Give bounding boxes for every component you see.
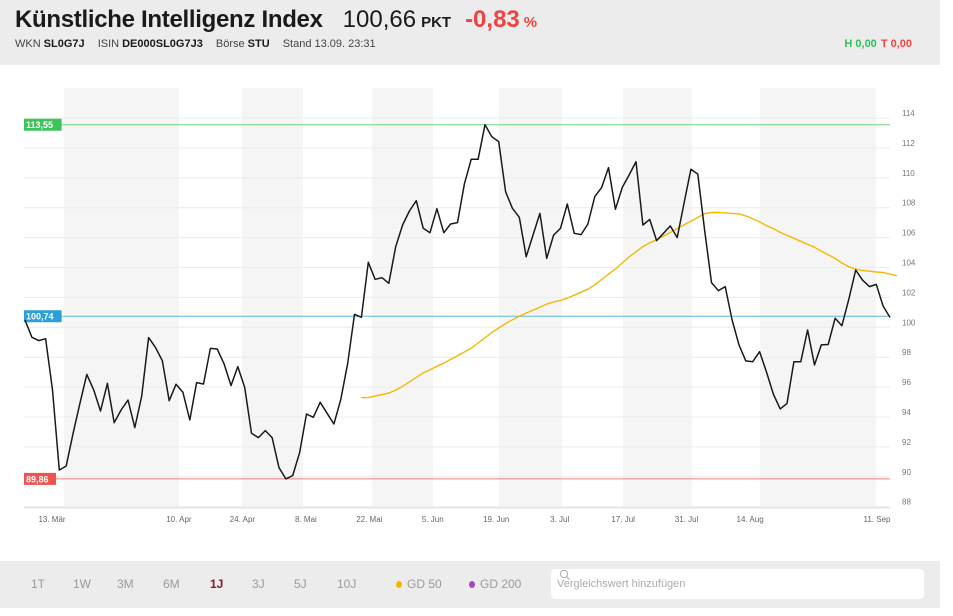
reference-label: 89,86: [26, 474, 49, 484]
range-tab-5j[interactable]: 5J: [294, 577, 307, 591]
period-band: [760, 88, 876, 508]
x-tick-label: 14. Aug: [737, 515, 764, 524]
price-line: [24, 123, 891, 480]
day-low: T 0,00: [880, 38, 912, 50]
period-band: [64, 88, 179, 508]
y-tick-label: 100: [902, 318, 916, 327]
reference-label-box: [24, 310, 62, 323]
range-tab-1w[interactable]: 1W: [73, 577, 91, 591]
y-tick-label: 102: [902, 288, 916, 297]
period-band: [372, 88, 433, 508]
compare-search[interactable]: [551, 569, 924, 599]
gd50-line: [361, 211, 898, 399]
stand-timestamp: Stand 13.09. 23:31: [282, 38, 376, 50]
price-chart-svg[interactable]: 114 112 110 108 106 104 102 100 98 96 94 92 90 88 13. …: [0, 65, 940, 561]
y-tick-label: 92: [902, 438, 911, 447]
x-tick-label: 22. Mai: [356, 515, 382, 524]
reference-label: 113,55: [26, 120, 53, 130]
instrument-meta: WKN SL0G7J ISIN DE000SL0G7J3 Börse STU Stan…: [15, 38, 376, 50]
boerse-value: STU: [247, 38, 270, 50]
period-band: [242, 88, 303, 508]
wkn-value: SL0G7J: [43, 38, 85, 50]
range-tab-3j[interactable]: 3J: [252, 577, 265, 591]
x-tick-label: 10. Apr: [166, 515, 192, 524]
indicator-dot-icon: [396, 580, 402, 588]
x-tick-label: 24. Apr: [230, 515, 256, 524]
range-tab-1t[interactable]: 1T: [31, 577, 46, 591]
indicator-label: GD 200: [480, 577, 522, 591]
x-tick-label: 5. Jun: [422, 515, 444, 524]
indicator-label: GD 50: [407, 577, 442, 591]
reference-label-box: [24, 472, 56, 485]
range-tab-6m[interactable]: 6M: [163, 577, 180, 591]
indicator-toggle-gd50[interactable]: GD 50: [396, 577, 442, 591]
price-chart[interactable]: 114 112 110 108 106 104 102 100 98 96 94 92 90 88 13. …: [0, 65, 940, 561]
x-tick-label: 13. Mär: [38, 515, 65, 524]
y-tick-label: 88: [902, 498, 911, 507]
x-tick-label: 3. Jul: [550, 515, 569, 524]
chart-controls: 1T 1W 3M 6M 1J 3J 5J 10J GD 50 GD 200: [0, 561, 940, 608]
y-tick-label: 98: [902, 348, 911, 357]
isin-label: ISIN: [97, 38, 120, 50]
x-tick-label: 8. Mai: [295, 515, 317, 524]
y-tick-label: 108: [902, 199, 916, 208]
period-band: [499, 88, 562, 508]
range-tab-3m[interactable]: 3M: [117, 577, 134, 591]
instrument-header: Künstliche Intelligenz Index 100,66 PKT …: [0, 0, 940, 65]
price-change-unit: %: [523, 14, 538, 31]
range-tab-10j[interactable]: 10J: [337, 577, 357, 591]
high-low: H 0,00 T 0,00: [844, 38, 912, 50]
y-tick-label: 112: [902, 139, 915, 148]
reference-label: 100,74: [26, 312, 54, 322]
y-tick-label: 106: [902, 229, 916, 238]
indicator-toggle-gd200[interactable]: GD 200: [469, 577, 521, 591]
search-icon: [559, 569, 570, 580]
isin-value: DE000SL0G7J3: [122, 38, 203, 50]
y-tick-label: 94: [902, 408, 911, 417]
y-tick-label: 110: [902, 169, 915, 178]
y-tick-label: 96: [902, 378, 911, 387]
current-price: 100,66: [342, 6, 417, 33]
wkn-label: WKN: [15, 38, 41, 50]
x-tick-label: 17. Jul: [611, 515, 635, 524]
period-band: [623, 88, 692, 508]
x-tick-label: 31. Jul: [675, 515, 699, 524]
price-change: -0,83: [465, 6, 520, 33]
y-tick-label: 104: [902, 259, 916, 268]
day-high: H 0,00: [844, 38, 877, 50]
reference-label-box: [24, 118, 62, 131]
x-tick-label: 11. Sep: [864, 515, 892, 524]
boerse-label: Börse: [215, 38, 245, 50]
x-tick-label: 19. Jun: [483, 515, 509, 524]
indicator-dot-icon: [469, 580, 475, 588]
price-unit: PKT: [421, 14, 452, 31]
page-title: Künstliche Intelligenz Index: [15, 6, 323, 33]
compare-search-input[interactable]: [555, 577, 889, 591]
y-tick-label: 90: [902, 468, 911, 477]
range-tab-1j[interactable]: 1J: [210, 577, 224, 591]
y-tick-label: 114: [902, 109, 915, 118]
